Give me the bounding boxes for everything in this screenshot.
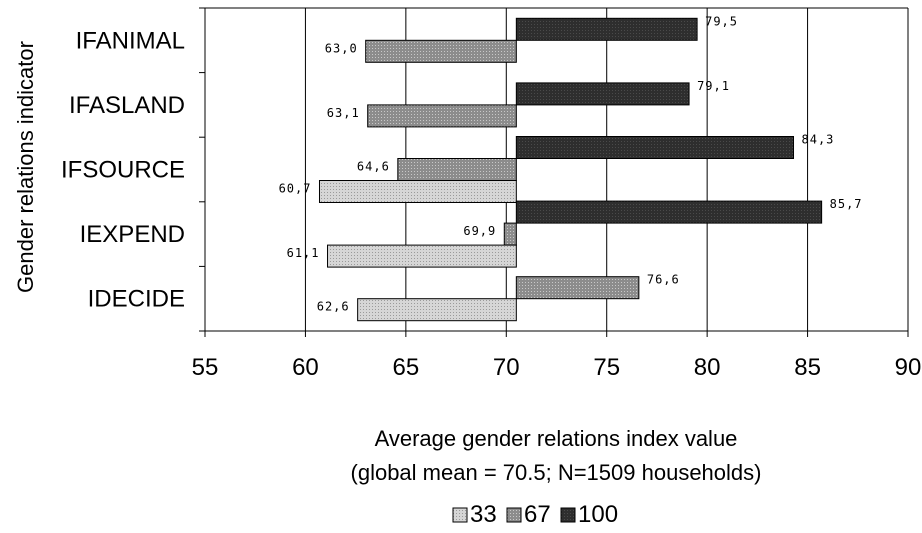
x-tick-labels: 55 60 65 70 75 80 85 90 — [192, 354, 922, 381]
x-tick-label: 85 — [794, 354, 821, 381]
x-tick-label: 65 — [393, 354, 420, 381]
bar-67-ifsource — [397, 158, 517, 181]
category-label: IFASLAND — [69, 92, 185, 119]
bar-100-ifasland — [515, 82, 690, 106]
bar-33-ifsource — [318, 180, 517, 203]
bar-100-iexpend — [515, 200, 823, 224]
bar-100-ifsource — [515, 136, 795, 159]
bar-33-idecide — [357, 298, 517, 322]
legend-label-100: 100 — [578, 501, 618, 528]
x-tick-label: 80 — [694, 354, 721, 381]
legend-swatch-33 — [452, 507, 468, 523]
data-label: 79,5 — [705, 14, 738, 28]
data-label: 61,1 — [287, 246, 320, 260]
legend-swatch-67 — [506, 507, 522, 523]
data-label: 60,7 — [279, 182, 312, 196]
bars — [318, 17, 823, 322]
data-label: 79,1 — [697, 79, 730, 93]
x-tick-label: 55 — [192, 354, 219, 381]
x-axis-title: Average gender relations index value — [375, 426, 738, 451]
x-tick-label: 75 — [593, 354, 620, 381]
category-label: IFANIMAL — [76, 27, 185, 54]
legend-label-67: 67 — [524, 501, 551, 528]
bar-33-iexpend — [327, 244, 517, 268]
legend-swatch-100 — [560, 507, 576, 523]
data-label: 69,9 — [463, 224, 496, 238]
data-labels: 79,5 63,0 79,1 63,1 84,3 64,6 60,7 85,7 69,9 61,1… — [279, 14, 863, 314]
data-label: 62,6 — [317, 300, 350, 314]
legend-label-33: 33 — [470, 501, 497, 528]
bar-67-idecide — [515, 276, 640, 300]
legend: 33 67 100 — [452, 501, 618, 528]
data-label: 63,0 — [325, 41, 358, 55]
data-label: 63,1 — [327, 106, 360, 120]
x-tick-label: 90 — [895, 354, 922, 381]
x-axis-subtitle: (global mean = 70.5; N=1509 households) — [351, 460, 762, 485]
category-label: IEXPEND — [80, 221, 185, 248]
data-label: 85,7 — [830, 197, 863, 211]
data-label: 76,6 — [647, 273, 680, 287]
data-label: 84,3 — [802, 133, 835, 147]
bar-67-iexpend — [503, 222, 517, 246]
category-label: IFSOURCE — [61, 157, 185, 184]
y-axis-title: Gender relations indicator — [13, 41, 38, 293]
x-tick-label: 70 — [493, 354, 520, 381]
bar-67-ifasland — [367, 104, 517, 128]
category-labels: IFANIMAL IFASLAND IFSOURCE IEXPEND IDECIDE — [61, 27, 185, 312]
data-label: 64,6 — [357, 160, 390, 174]
bar-100-ifanimal — [515, 17, 698, 41]
axes — [199, 7, 909, 337]
bar-67-ifanimal — [365, 39, 517, 63]
category-label: IDECIDE — [88, 286, 185, 313]
x-tick-label: 60 — [292, 354, 319, 381]
